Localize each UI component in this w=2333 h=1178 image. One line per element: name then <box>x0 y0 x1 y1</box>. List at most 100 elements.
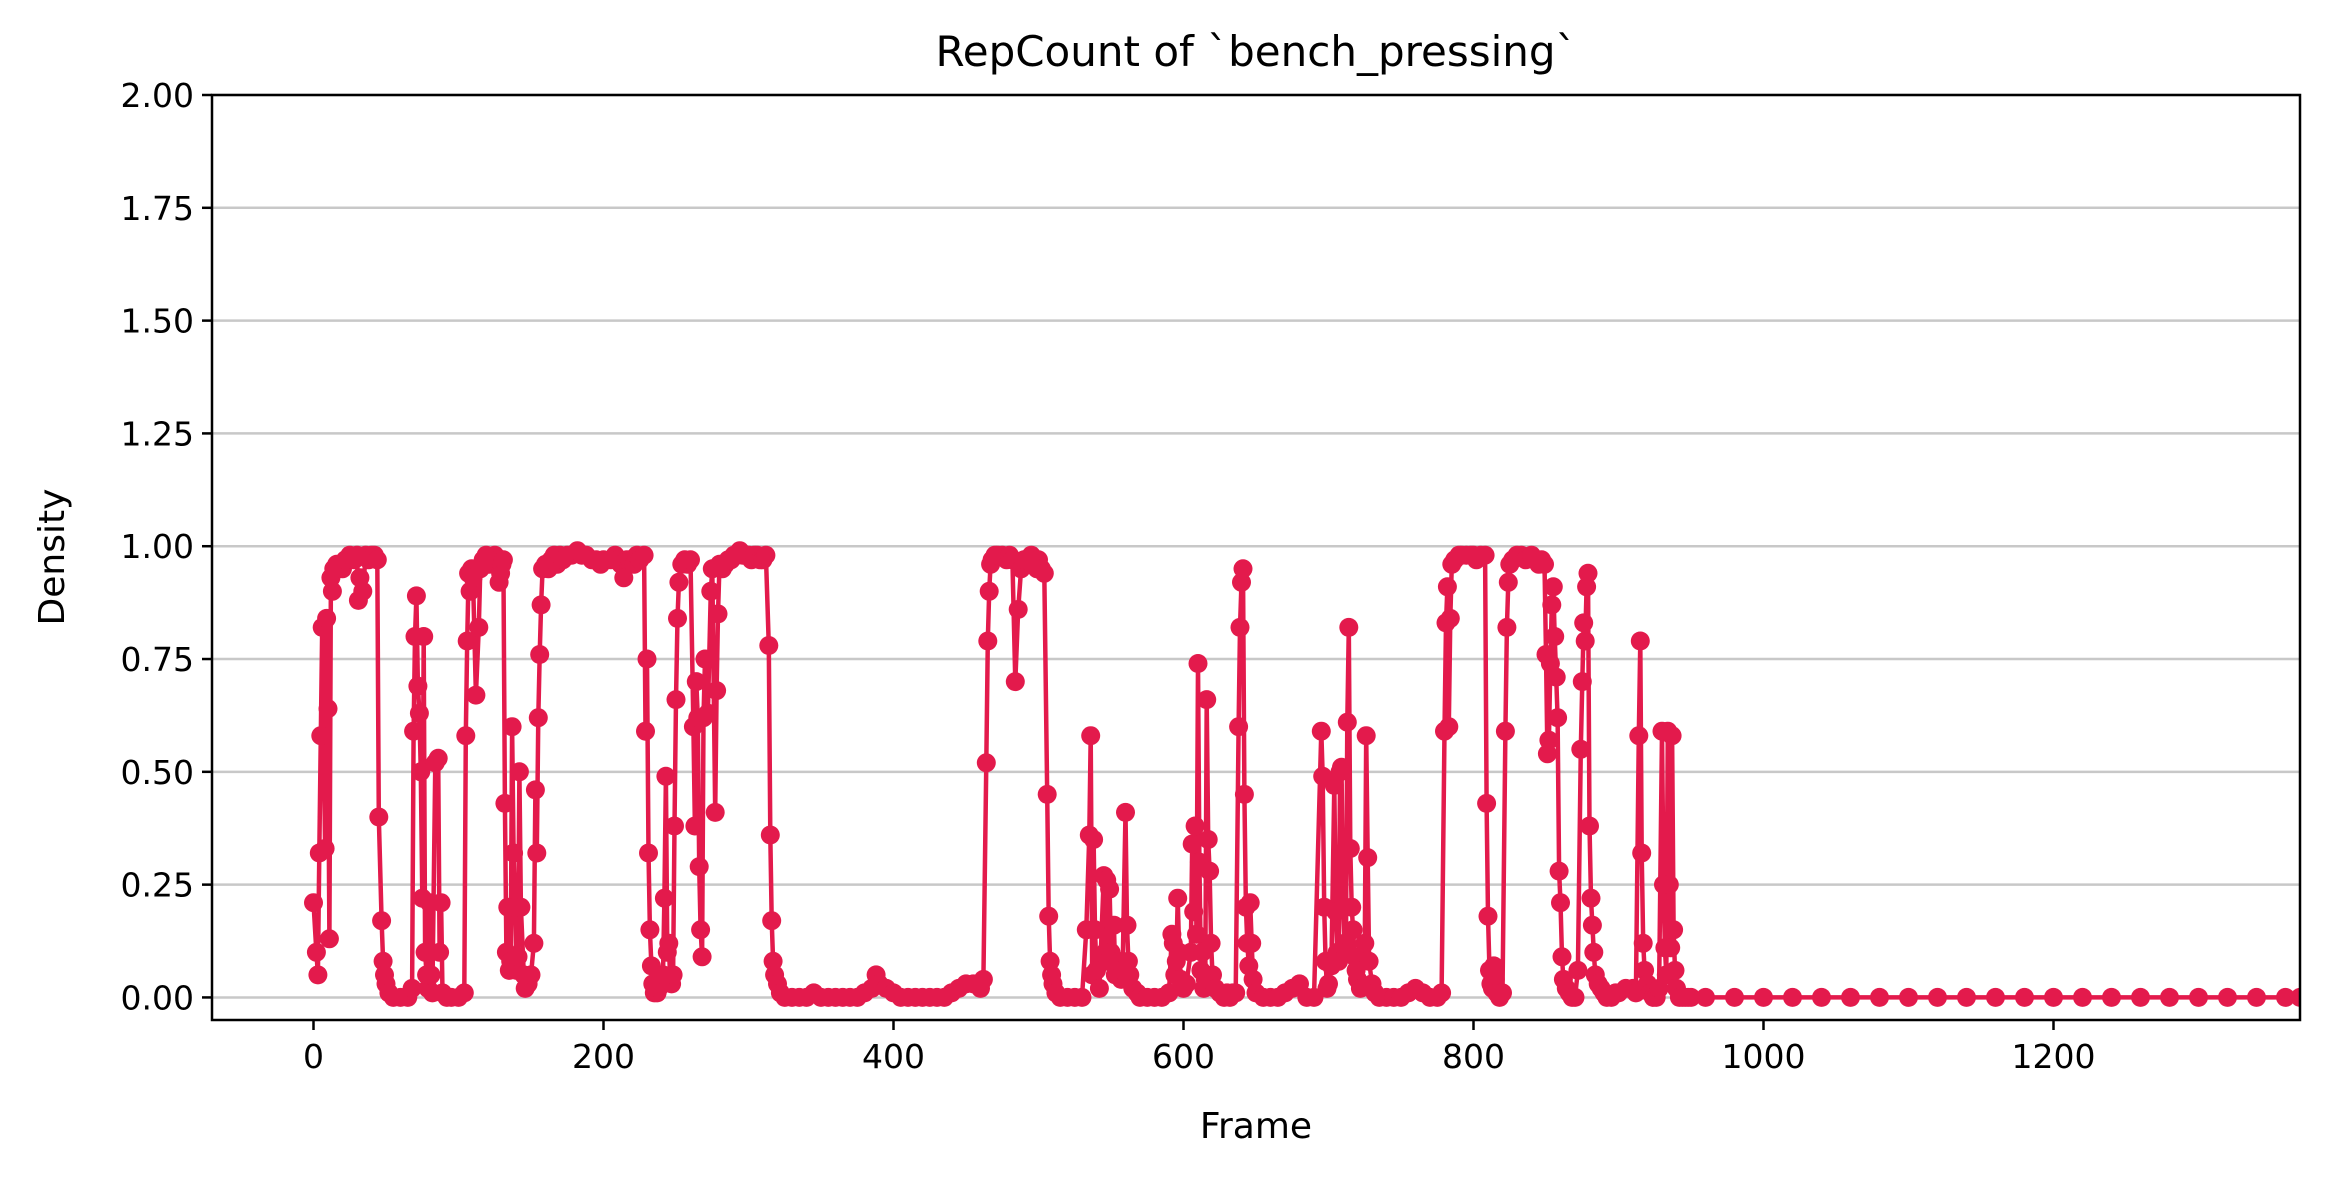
data-point <box>1664 920 1684 940</box>
data-point <box>404 721 424 741</box>
data-point <box>466 685 486 705</box>
data-point <box>1841 987 1860 1007</box>
data-point <box>469 617 489 637</box>
data-point <box>372 911 392 931</box>
data-point <box>1176 974 1196 994</box>
data-point <box>456 726 476 746</box>
data-point <box>1661 938 1681 958</box>
data-point <box>1542 595 1562 615</box>
y-tick-label: 0.00 <box>121 978 194 1017</box>
x-axis-ticks: 0 200 400 600 800 1000 1200 <box>303 1020 2095 1076</box>
data-point <box>636 721 655 741</box>
data-point <box>2218 987 2237 1007</box>
data-point <box>1477 793 1497 813</box>
data-point <box>2044 987 2063 1007</box>
data-point <box>1783 987 1802 1007</box>
data-point <box>508 947 528 967</box>
y-tick-label: 1.50 <box>121 302 194 341</box>
data-point <box>1659 875 1679 895</box>
data-point <box>665 816 684 836</box>
data-point <box>1439 717 1459 737</box>
data-point <box>1548 708 1568 728</box>
y-tick-label: 0.25 <box>121 866 194 905</box>
data-point <box>1117 915 1137 935</box>
data-point <box>979 581 999 601</box>
data-point <box>1552 947 1572 967</box>
data-point <box>1072 987 1092 1007</box>
y-tick-label: 1.25 <box>121 414 194 453</box>
data-point <box>1037 784 1057 804</box>
data-point <box>639 843 658 863</box>
data-point <box>1495 721 1515 741</box>
data-point <box>2276 987 2295 1007</box>
data-point <box>1725 987 1744 1007</box>
data-point <box>1242 933 1262 953</box>
data-point <box>1475 545 1495 565</box>
data-point <box>1184 902 1204 922</box>
data-point <box>1359 951 1379 971</box>
data-point <box>1665 960 1685 980</box>
data-point <box>367 550 387 570</box>
data-point <box>308 965 328 985</box>
data-point <box>1928 987 1947 1007</box>
x-tick-label: 1000 <box>1722 1037 1806 1076</box>
data-point <box>1551 893 1570 913</box>
data-point <box>1358 848 1378 868</box>
y-tick-label: 2.00 <box>121 76 194 115</box>
data-point <box>1582 915 1602 935</box>
data-point <box>1432 983 1452 1003</box>
data-point <box>1440 608 1460 628</box>
data-point <box>756 545 776 565</box>
y-tick-label: 1.75 <box>121 189 194 228</box>
data-point <box>1198 830 1218 849</box>
data-point <box>1226 983 1246 1003</box>
data-point <box>317 608 337 628</box>
data-point <box>504 843 524 863</box>
data-point <box>685 816 705 836</box>
data-point <box>1574 613 1594 633</box>
data-point <box>1089 978 1109 998</box>
data-point <box>707 681 727 701</box>
data-point <box>1343 920 1363 940</box>
data-point <box>411 762 431 782</box>
data-point <box>1498 572 1518 592</box>
data-point <box>402 978 422 998</box>
data-point <box>1340 839 1360 858</box>
data-point <box>1478 906 1498 926</box>
y-axis-label: Density <box>32 489 73 626</box>
data-point <box>1005 672 1025 692</box>
data-point <box>759 636 779 655</box>
data-point <box>2247 987 2266 1007</box>
data-point <box>509 762 529 782</box>
data-point <box>691 920 711 940</box>
data-point <box>663 965 683 985</box>
data-point <box>1546 667 1566 687</box>
data-point <box>2015 987 2034 1007</box>
data-point <box>1085 920 1105 940</box>
data-point <box>1545 627 1565 646</box>
data-point <box>1337 712 1357 732</box>
data-point <box>457 631 477 651</box>
data-point <box>1812 987 1831 1007</box>
data-point <box>1039 906 1059 926</box>
data-point <box>1662 726 1682 746</box>
data-point <box>408 676 428 696</box>
data-point <box>1568 960 1588 980</box>
data-point <box>762 911 782 931</box>
data-point <box>1311 721 1331 741</box>
x-tick-label: 400 <box>862 1037 925 1076</box>
data-point <box>692 947 712 967</box>
data-point <box>976 753 996 773</box>
data-point <box>528 708 548 728</box>
data-point <box>2131 987 2150 1007</box>
data-point <box>1185 816 1205 836</box>
data-point <box>1168 888 1188 908</box>
data-point <box>640 920 660 940</box>
x-tick-label: 800 <box>1442 1037 1505 1076</box>
y-tick-label: 0.50 <box>121 753 194 792</box>
data-point <box>311 726 331 746</box>
data-point <box>1008 599 1028 619</box>
data-point <box>1571 739 1591 759</box>
plot-frame <box>210 93 2302 1022</box>
